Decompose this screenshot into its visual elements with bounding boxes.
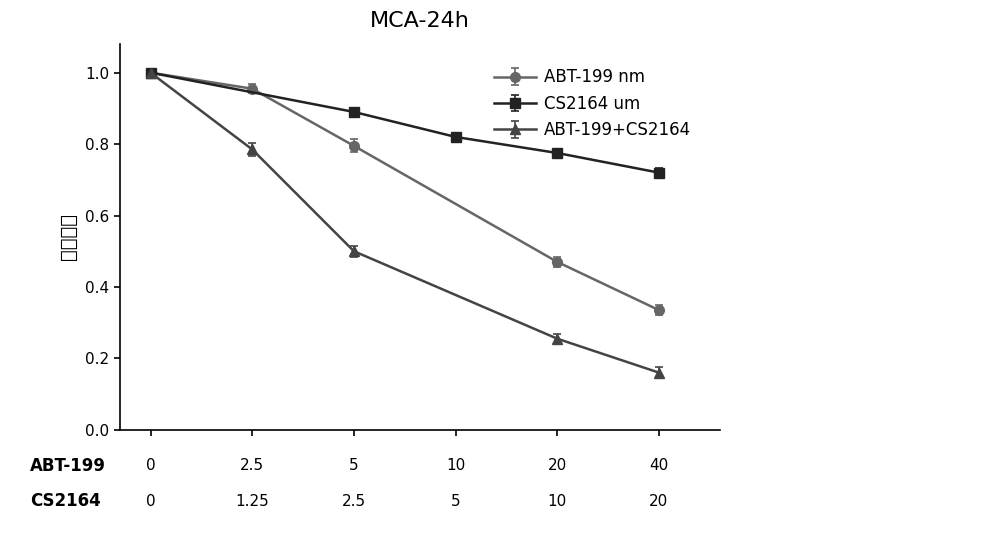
Text: 10: 10: [446, 458, 465, 473]
Text: 40: 40: [649, 458, 669, 473]
Text: 5: 5: [349, 458, 359, 473]
Text: 0: 0: [146, 494, 155, 509]
Y-axis label: 细胞活力: 细胞活力: [59, 213, 78, 261]
Text: 2.5: 2.5: [342, 494, 366, 509]
Title: MCA-24h: MCA-24h: [370, 12, 470, 31]
Text: CS2164: CS2164: [30, 493, 101, 510]
Text: 20: 20: [649, 494, 669, 509]
Text: 5: 5: [451, 494, 460, 509]
Text: ABT-199: ABT-199: [30, 457, 106, 474]
Text: 1.25: 1.25: [235, 494, 269, 509]
Text: 2.5: 2.5: [240, 458, 264, 473]
Text: 10: 10: [548, 494, 567, 509]
Text: 20: 20: [548, 458, 567, 473]
Legend: ABT-199 nm, CS2164 um, ABT-199+CS2164: ABT-199 nm, CS2164 um, ABT-199+CS2164: [486, 60, 700, 148]
Text: 0: 0: [146, 458, 155, 473]
